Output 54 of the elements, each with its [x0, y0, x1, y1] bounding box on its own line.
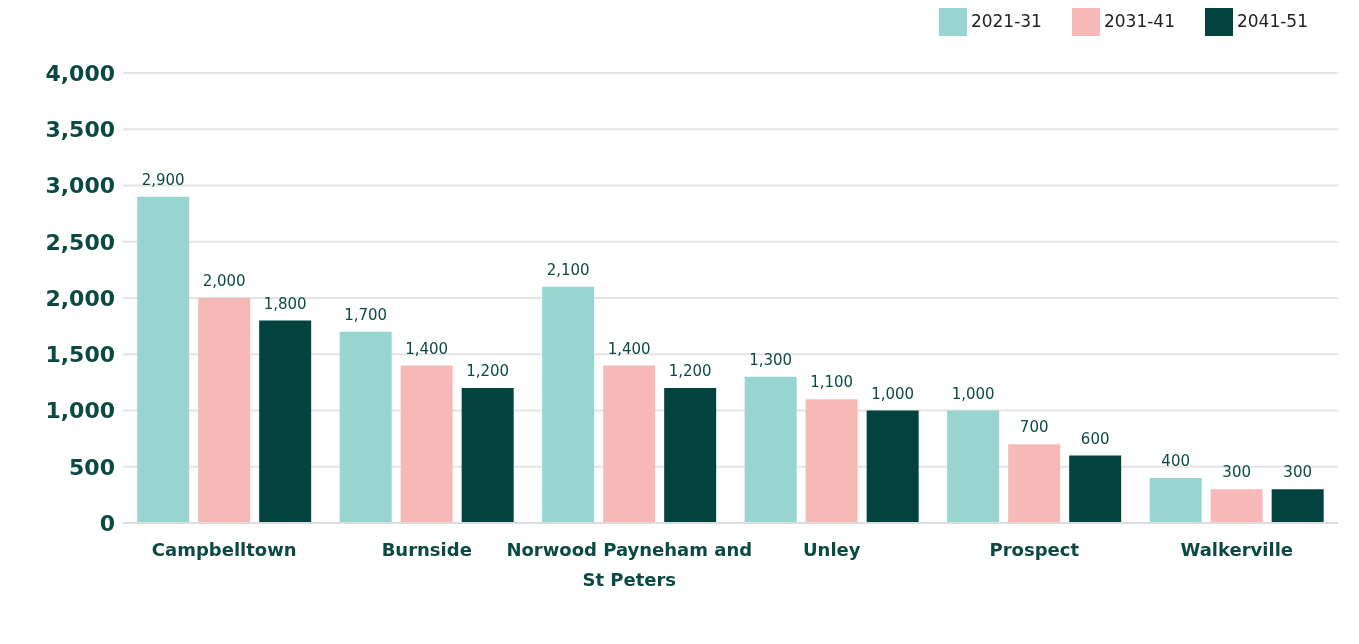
x-tick-label: Norwood Payneham and St Peters [506, 538, 753, 590]
y-tick-label: 1,500 [45, 342, 115, 368]
x-tick-label: Unley [802, 538, 861, 560]
data-label: 300 [1283, 463, 1312, 482]
y-tick-label: 4,000 [45, 60, 115, 86]
bar [603, 365, 656, 523]
data-label: 1,800 [263, 294, 307, 313]
x-tick-label: Campbelltown [151, 538, 297, 560]
y-tick-label: 0 [99, 510, 115, 536]
data-label: 2,900 [141, 170, 185, 189]
bar [1210, 489, 1263, 523]
y-tick-label: 2,000 [45, 285, 115, 311]
bar [542, 286, 595, 523]
bar [137, 196, 190, 523]
data-label: 600 [1080, 429, 1110, 448]
data-label: 2,100 [546, 260, 590, 279]
y-tick-label: 1,000 [45, 398, 115, 424]
bar [198, 298, 251, 523]
data-label: 1,400 [405, 339, 449, 358]
data-label: 1,300 [749, 350, 793, 369]
data-label: 300 [1222, 463, 1251, 482]
data-label: 1,200 [466, 362, 510, 380]
data-label: 1,400 [607, 339, 651, 358]
legend-label: 2031-41 [1103, 11, 1175, 31]
data-label: 1,700 [344, 305, 388, 324]
bar [1271, 489, 1324, 523]
bar [1008, 444, 1061, 523]
data-label: 2,000 [202, 272, 246, 290]
bar [1149, 478, 1202, 523]
bar [400, 365, 453, 523]
bar [947, 410, 1000, 523]
bar [1069, 455, 1122, 523]
legend-label: 2021-31 [970, 11, 1042, 31]
bar [259, 320, 312, 523]
data-label: 1,200 [668, 362, 712, 380]
data-label: 1,000 [951, 384, 995, 403]
data-label: 1,000 [871, 384, 915, 403]
data-label: 700 [1019, 418, 1049, 437]
x-tick-label: Burnside [381, 538, 472, 560]
y-tick-label: 3,000 [45, 173, 115, 199]
y-tick-label: 3,500 [45, 117, 115, 143]
data-label: 400 [1161, 452, 1190, 470]
bar [461, 388, 514, 523]
legend-label: 2041-51 [1236, 11, 1308, 31]
bar [866, 410, 919, 523]
x-tick-label: Walkerville [1180, 538, 1294, 560]
data-label: 1,100 [810, 373, 854, 392]
x-tick-label: Prospect [989, 538, 1080, 560]
y-tick-label: 500 [69, 454, 115, 480]
bar [339, 331, 392, 523]
bar [805, 399, 858, 523]
bar [664, 388, 717, 523]
bar [744, 376, 797, 523]
y-tick-label: 2,500 [45, 229, 115, 255]
